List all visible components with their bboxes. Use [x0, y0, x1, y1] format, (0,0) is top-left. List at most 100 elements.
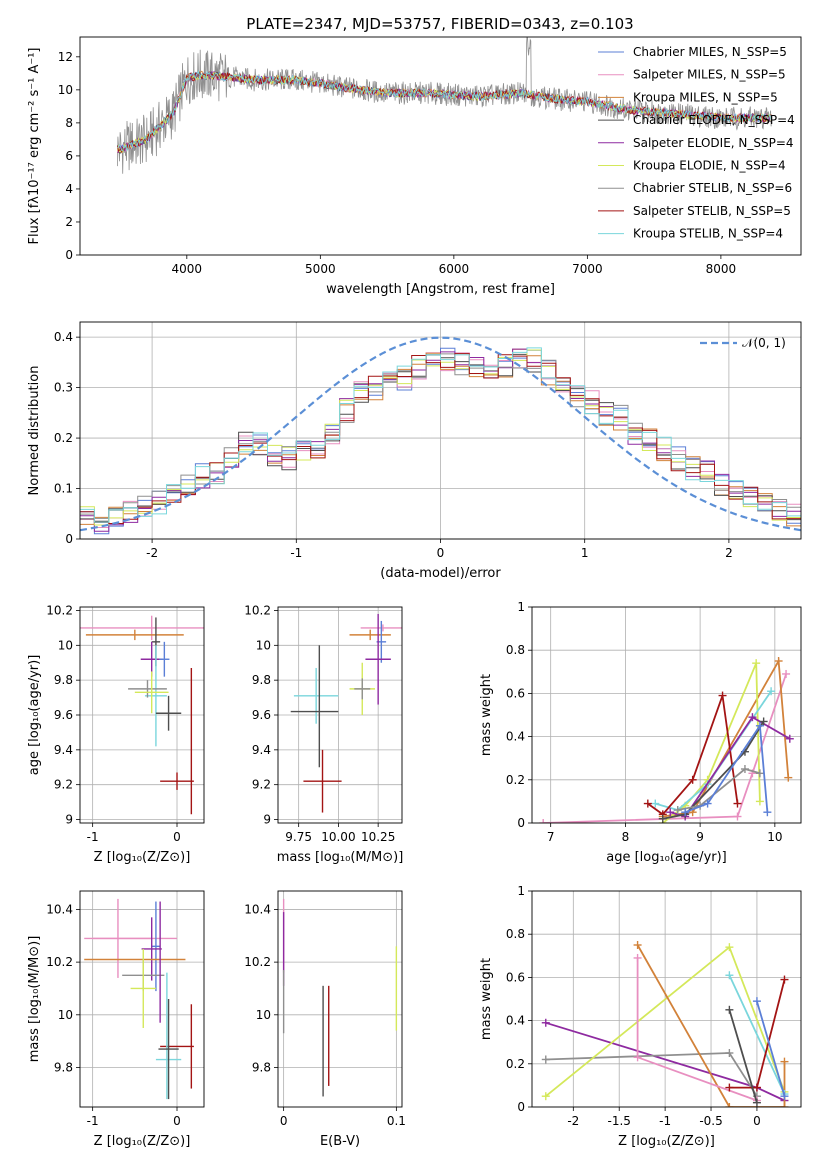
x-tick-label: 10.00: [321, 830, 355, 844]
errorbar-point: [360, 624, 402, 632]
x-axis-label: mass [log₁₀(M/M⊙)]: [277, 850, 404, 865]
y-tick-label: 2: [65, 215, 73, 229]
y-tick-label: 9: [65, 813, 73, 827]
x-tick-label: -1: [87, 1114, 99, 1128]
weight-line-salpeter_elodie: [669, 716, 791, 818]
weight-marker: [643, 799, 652, 808]
y-tick-label: 6: [65, 149, 73, 163]
x-tick-label: 7: [547, 830, 555, 844]
weight-marker: [681, 808, 690, 817]
weight-line-chabrier_elodie: [662, 721, 765, 820]
errorbar-point: [141, 917, 162, 981]
errorbar-point: [144, 645, 167, 747]
y-tick-label: 0: [517, 816, 525, 830]
legend-entry: Kroupa ELODIE, N_SSP=4: [633, 159, 786, 173]
x-axis-label: Z [log₁₀(Z/Z⊙)]: [94, 1134, 191, 1149]
panel-mass_vs_Z: -1 0 9.8 10 10.2 10.4 Z [log₁₀(Z/Z⊙)] mass [log…: [27, 890, 205, 1149]
y-tick-label: 10.4: [244, 902, 271, 916]
y-tick-label: 10: [256, 638, 271, 652]
y-tick-label: 9.4: [252, 743, 271, 757]
errorbar-point: [365, 613, 391, 705]
weight-marker: [780, 1092, 789, 1101]
x-tick-label: 0: [280, 1114, 288, 1128]
errorbar-point: [354, 678, 371, 700]
x-tick-label: 0: [173, 1114, 181, 1128]
spectrum-model-line-kroupa_stelib: [117, 69, 772, 153]
axes-frame: [79, 890, 205, 1108]
y-tick-label: 10: [58, 638, 73, 652]
y-tick-label: 9.2: [252, 778, 271, 792]
weight-marker: [633, 1053, 642, 1062]
weight-marker: [725, 1103, 734, 1107]
y-axis-label: mass [log₁₀(M/M⊙)]: [27, 936, 42, 1063]
weight-line-kroupa_miles: [636, 944, 786, 1107]
weight-marker: [785, 734, 794, 743]
y-tick-label: 0.6: [506, 686, 525, 700]
weight-marker: [763, 808, 772, 817]
y-tick-label: 1: [517, 600, 525, 614]
y-tick-label: 9.2: [54, 778, 73, 792]
x-axis-label: (data-model)/error: [380, 566, 501, 581]
x-tick-label: -0.5: [699, 1114, 722, 1128]
weight-marker: [688, 775, 697, 784]
weight-line-salpeter_miles: [543, 673, 787, 823]
weight-marker: [718, 691, 727, 700]
weight-line-chabrier_stelib: [677, 768, 761, 811]
errorbar-point: [128, 680, 167, 698]
y-tick-label: 10.2: [244, 955, 271, 969]
errorbar-point: [293, 667, 339, 724]
plot-area-age_vs_mass: [290, 613, 402, 813]
weight-marker: [780, 1103, 789, 1107]
y-tick-label: 0: [65, 248, 73, 262]
weight-marker: [740, 765, 749, 773]
x-tick-label: 8: [622, 830, 630, 844]
y-tick-label: 0.4: [506, 1014, 525, 1028]
plot-area-mass_vs_Z: [84, 898, 194, 1100]
errorbar-point: [160, 772, 194, 790]
normal-curve: [80, 336, 801, 532]
legend-entry: Salpeter STELIB, N_SSP=5: [633, 204, 791, 218]
x-tick-label: -2: [146, 546, 158, 560]
y-tick-label: 10.2: [46, 955, 73, 969]
errorbar-point: [158, 999, 179, 1100]
weight-line-kroupa_stelib: [655, 690, 772, 811]
y-tick-label: 0.2: [54, 431, 73, 445]
panel-spectrum: 4000 5000 6000 7000 8000 0 2 4 6 8 10 12 wavelength …: [27, 36, 802, 297]
y-tick-label: 9.8: [54, 673, 73, 687]
weight-marker: [780, 975, 789, 984]
y-tick-label: 9.8: [54, 1060, 73, 1074]
x-tick-label: -1.5: [608, 1114, 631, 1128]
x-tick-label: 8000: [706, 262, 737, 276]
y-tick-label: 0.4: [506, 730, 525, 744]
y-axis-label: mass weight: [479, 958, 494, 1040]
weight-marker: [733, 812, 742, 821]
x-tick-label: 9.75: [285, 830, 312, 844]
y-tick-label: 10.4: [46, 902, 73, 916]
y-tick-label: 9.4: [54, 743, 73, 757]
y-tick-label: 9.6: [54, 708, 73, 722]
errorbar-point: [140, 641, 163, 677]
x-tick-label: 2: [725, 546, 733, 560]
y-tick-label: 0.6: [506, 970, 525, 984]
x-axis-label: Z [log₁₀(Z/Z⊙)]: [618, 1134, 715, 1149]
x-tick-label: 5000: [305, 262, 336, 276]
weight-marker: [780, 1057, 789, 1066]
y-axis-label: Normed distribution: [27, 366, 42, 496]
panel-weight_vs_age: 7 8 9 10 0 0.2 0.4 0.6 0.8 1 age [log₁₀(age/yr)] ma…: [479, 600, 802, 865]
y-tick-label: 9: [263, 813, 271, 827]
axes-frame: [79, 606, 205, 824]
weight-line-kroupa_stelib: [728, 974, 786, 1095]
weight-line-chabrier_miles: [756, 1000, 786, 1097]
plot-area-mass_vs_ebv: [282, 898, 398, 1097]
x-axis-label: E(B-V): [320, 1134, 360, 1149]
errorbar-point: [151, 901, 161, 992]
weight-marker: [759, 717, 768, 726]
weight-marker: [673, 806, 682, 815]
weight-marker: [541, 1018, 550, 1027]
legend-entry: Salpeter ELODIE, N_SSP=4: [633, 136, 794, 150]
weight-marker: [658, 814, 667, 823]
weight-marker: [733, 799, 742, 808]
weight-line-chabrier_elodie: [728, 1009, 758, 1103]
chart-layer: 4000 5000 6000 7000 8000024681012wavelength …: [27, 36, 802, 1149]
